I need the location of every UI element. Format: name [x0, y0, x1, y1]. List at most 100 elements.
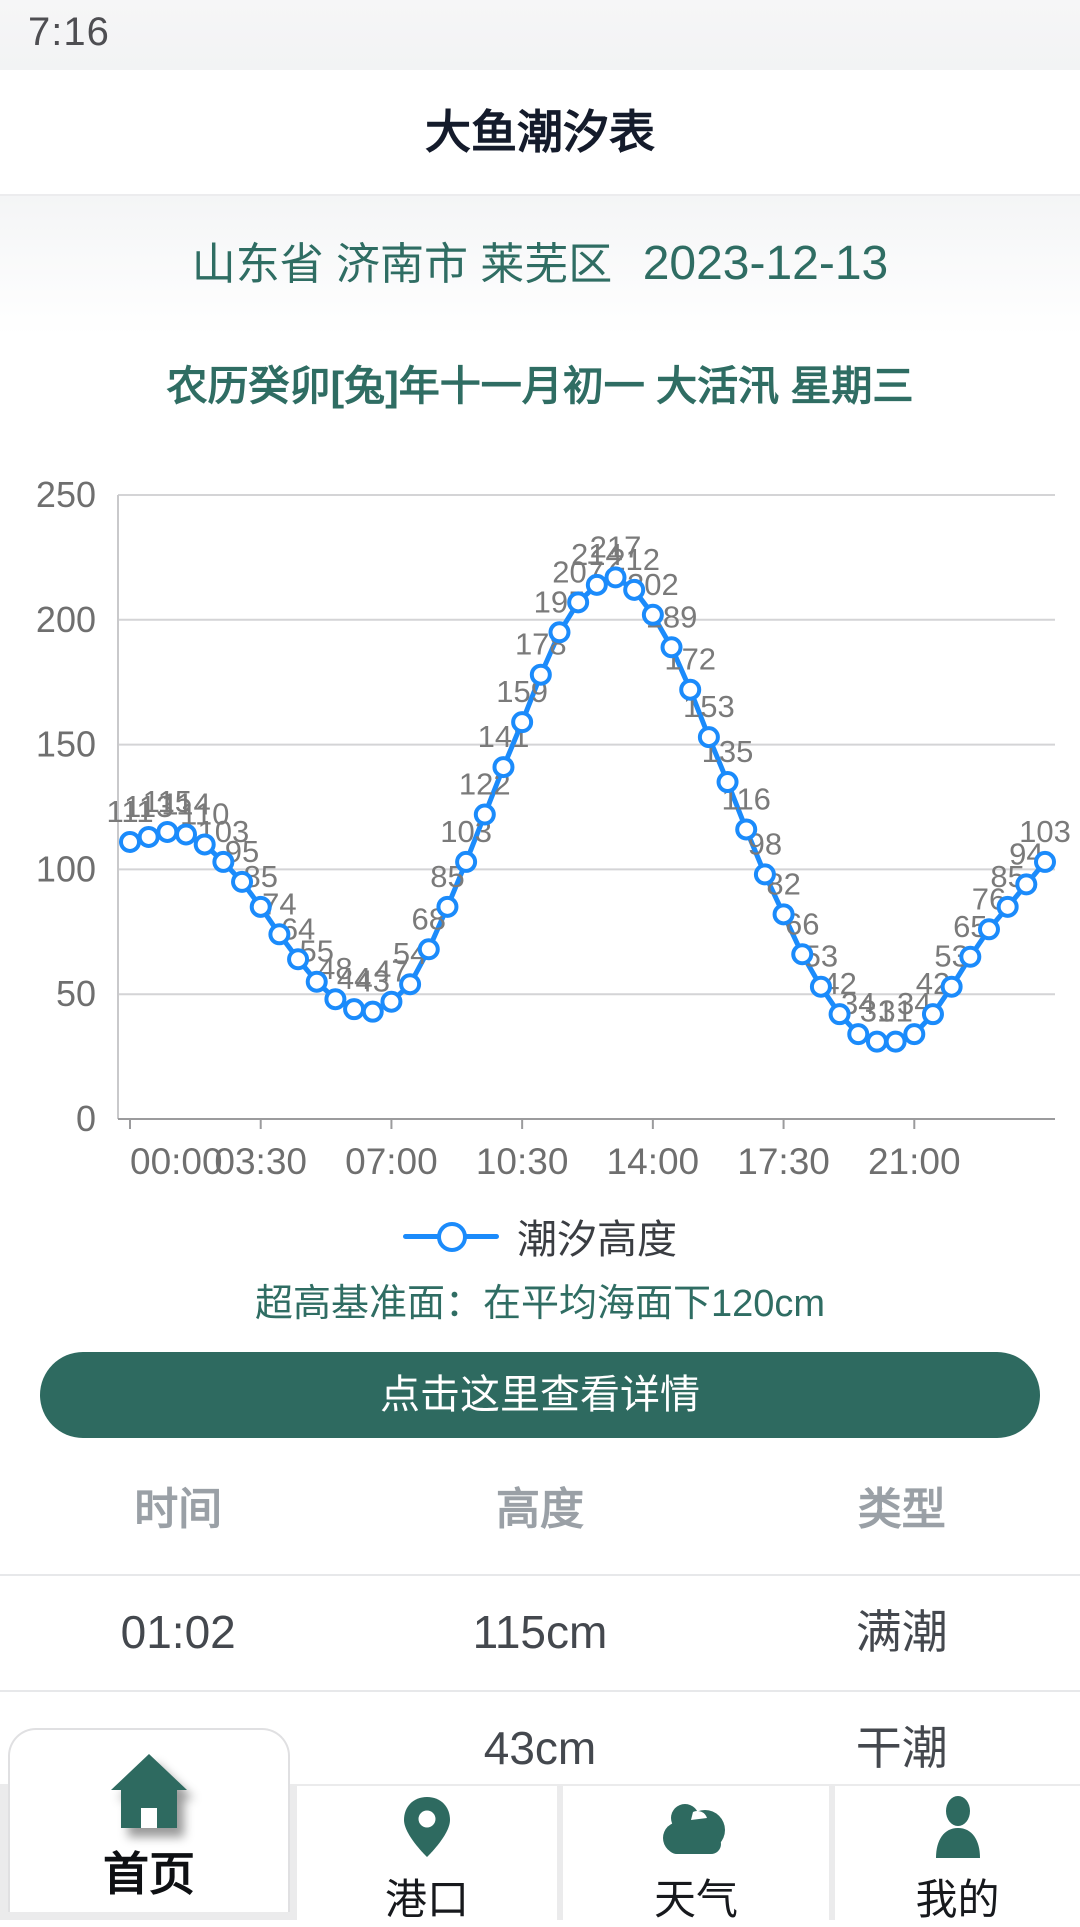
data-point[interactable]: [156, 820, 179, 843]
nav-item-home[interactable]: 首页: [8, 1728, 290, 1912]
x-axis-tick-label: 03:30: [214, 1141, 307, 1182]
data-point[interactable]: [865, 1030, 888, 1053]
data-point[interactable]: [697, 726, 720, 749]
legend-line-marker-icon: [403, 1221, 499, 1252]
location-row[interactable]: 山东省 济南市 莱芜区 2023-12-13: [0, 228, 1080, 292]
data-point[interactable]: [977, 918, 1000, 941]
tide-table-header: 时间 高度 类型: [0, 1470, 1080, 1550]
data-point-label: 113: [124, 789, 173, 824]
y-axis-tick-label: 50: [56, 973, 96, 1014]
cloud-icon: [663, 1804, 725, 1854]
nav-item-weather[interactable]: 天气: [563, 1786, 829, 1923]
data-point-label: 43: [356, 964, 390, 999]
data-point[interactable]: [455, 850, 478, 873]
person-icon: [935, 1796, 980, 1858]
data-point[interactable]: [249, 895, 272, 918]
data-point[interactable]: [567, 591, 590, 614]
location-text[interactable]: 山东省 济南市 莱芜区: [191, 240, 613, 289]
data-point-label: 217: [590, 529, 642, 564]
data-point[interactable]: [716, 771, 739, 794]
data-point[interactable]: [212, 850, 235, 873]
data-point[interactable]: [585, 573, 608, 596]
data-point[interactable]: [828, 1003, 851, 1026]
data-point-label: 114: [161, 786, 210, 821]
data-point[interactable]: [847, 1023, 870, 1046]
data-point[interactable]: [679, 678, 702, 701]
data-point[interactable]: [231, 870, 254, 893]
data-point[interactable]: [623, 578, 646, 601]
status-bar-time: 7:16: [28, 10, 110, 54]
tide-chart[interactable]: 0 50 100 150 200 250 00:00 03:30 07:00 10:30 14:00…: [0, 420, 1080, 1200]
x-axis-tick-label: 21:00: [868, 1141, 961, 1182]
data-point[interactable]: [137, 825, 160, 848]
cell-height: 43cm: [483, 1722, 597, 1774]
data-point[interactable]: [361, 1000, 384, 1023]
column-header-type: 类型: [857, 1485, 946, 1534]
data-point[interactable]: [772, 903, 795, 926]
data-point[interactable]: [660, 636, 683, 659]
subheader-band: [0, 196, 1080, 336]
tide-line: [129, 574, 1047, 1045]
page-title: 大鱼潮汐表: [425, 106, 655, 158]
data-point[interactable]: [529, 663, 552, 686]
data-point[interactable]: [380, 990, 403, 1013]
y-axis-tick-label: 150: [36, 724, 96, 765]
data-point[interactable]: [1034, 850, 1056, 873]
column-header-height: 高度: [495, 1485, 584, 1534]
app-header: 大鱼潮汐表: [0, 70, 1080, 196]
data-point[interactable]: [548, 621, 571, 644]
home-icon: [111, 1754, 187, 1828]
x-axis-tick-label: 10:30: [476, 1141, 569, 1182]
data-point-label: 115: [143, 784, 192, 819]
nav-item-profile[interactable]: 我的: [835, 1786, 1080, 1923]
cell-height: 115cm: [472, 1606, 608, 1658]
status-bar: 7:16: [0, 0, 1080, 70]
lunar-calendar-line: 农历癸卯[兔]年十一月初一 大活汛 星期三: [166, 363, 914, 409]
data-point-label: 31: [878, 994, 912, 1029]
data-point[interactable]: [175, 823, 198, 846]
data-point[interactable]: [343, 998, 366, 1021]
data-point[interactable]: [417, 938, 440, 961]
data-point[interactable]: [1015, 873, 1038, 896]
data-point[interactable]: [305, 970, 328, 993]
data-point[interactable]: [511, 711, 534, 734]
data-point[interactable]: [959, 945, 982, 968]
data-point[interactable]: [940, 975, 963, 998]
data-point[interactable]: [268, 923, 291, 946]
data-point[interactable]: [324, 988, 347, 1011]
data-point[interactable]: [193, 833, 216, 856]
data-point[interactable]: [996, 895, 1019, 918]
data-point[interactable]: [791, 943, 814, 966]
data-point[interactable]: [921, 1003, 944, 1026]
x-axis-tick-label: 00:00: [130, 1141, 223, 1182]
cell-type: 满潮: [855, 1606, 948, 1658]
data-point[interactable]: [473, 803, 496, 826]
location-pin-icon: [404, 1797, 450, 1857]
data-point[interactable]: [753, 863, 776, 886]
data-point[interactable]: [436, 895, 459, 918]
data-point[interactable]: [641, 603, 664, 626]
data-point[interactable]: [119, 830, 141, 853]
data-point[interactable]: [884, 1030, 907, 1053]
chart-legend[interactable]: 潮汐高度: [0, 1208, 1080, 1264]
data-point[interactable]: [492, 756, 515, 779]
nav-label-port: 港口: [384, 1876, 469, 1923]
cell-type: 干潮: [855, 1722, 948, 1774]
data-point-label: 103: [1019, 814, 1071, 849]
x-axis-tick-label: 07:00: [345, 1141, 438, 1182]
view-details-button[interactable]: 点击这里查看详情: [40, 1352, 1040, 1438]
data-point[interactable]: [903, 1023, 926, 1046]
data-point[interactable]: [287, 948, 310, 971]
data-point[interactable]: [809, 975, 832, 998]
data-point[interactable]: [735, 818, 758, 841]
table-row: 43cm 干潮: [0, 1692, 1080, 1804]
column-header-time: 时间: [134, 1485, 223, 1534]
nav-item-port[interactable]: 港口: [297, 1786, 557, 1923]
data-point[interactable]: [604, 566, 627, 589]
cell-time: 01:02: [120, 1606, 236, 1658]
table-divider: [0, 1574, 1080, 1576]
table-divider: [0, 1690, 1080, 1692]
data-point[interactable]: [399, 973, 422, 996]
date-text[interactable]: 2023-12-13: [642, 237, 889, 290]
